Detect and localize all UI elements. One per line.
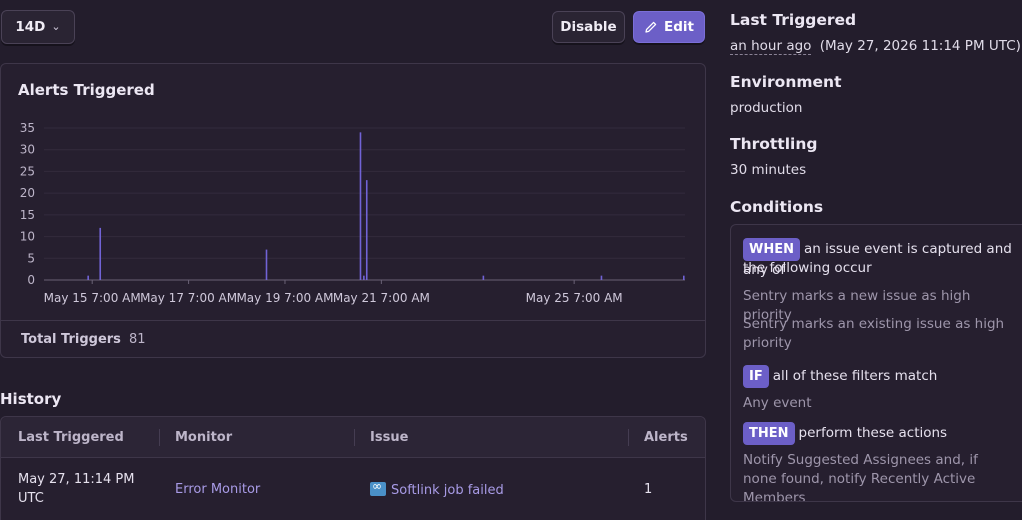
chart-bar[interactable]: [99, 227, 102, 280]
environment-title: Environment: [730, 73, 842, 91]
monitor-link[interactable]: Error Monitor: [175, 482, 261, 497]
row-last-triggered-tz: UTC: [18, 491, 44, 506]
chart-title: Alerts Triggered: [18, 81, 155, 99]
column-header-issue[interactable]: Issue: [370, 430, 409, 445]
when-item: Sentry marks a new issue as high priorit…: [743, 288, 971, 323]
then-condition: THEN perform these actions: [743, 422, 1022, 445]
when-item: Sentry marks an existing issue as high p…: [743, 316, 1005, 351]
throttling-title: Throttling: [730, 135, 818, 153]
if-text: all of these filters match: [772, 368, 938, 384]
if-condition: IF all of these filters match: [743, 365, 1022, 388]
column-divider: [628, 429, 629, 446]
x-tick-label: May 19 7:00 AM: [236, 291, 333, 305]
edit-button-label: Edit: [664, 19, 694, 35]
throttling-value: 30 minutes: [730, 162, 807, 178]
column-header-alerts[interactable]: Alerts: [644, 430, 688, 445]
row-last-triggered: May 27, 11:14 PM: [18, 472, 135, 487]
edit-button[interactable]: Edit: [633, 11, 705, 43]
when-badge: WHEN: [743, 238, 800, 261]
if-item: Any event: [743, 395, 812, 411]
date-range-dropdown[interactable]: 14D ⌄: [1, 10, 75, 44]
disable-button-label: Disable: [560, 19, 617, 35]
disable-button[interactable]: Disable: [552, 11, 625, 43]
y-tick-label: 35: [20, 121, 35, 135]
issue-link[interactable]: Softlink job failed: [370, 479, 504, 498]
chart-bar[interactable]: [87, 275, 89, 280]
when-condition: WHEN an issue event is captured and any o…: [743, 238, 1022, 280]
chart-bar[interactable]: [359, 132, 362, 280]
alerts-chart-panel: Alerts Triggered 0 5 10 15 20 25 30 35 May 15 7:…: [0, 63, 706, 358]
y-tick-label: 30: [20, 143, 35, 157]
chart-bar[interactable]: [363, 275, 365, 280]
y-tick-label: 20: [20, 186, 35, 200]
x-tick-label: May 25 7:00 AM: [526, 291, 623, 305]
y-tick-label: 0: [27, 273, 35, 287]
x-tick-label: May 21 7:00 AM: [333, 291, 430, 305]
column-header-monitor[interactable]: Monitor: [175, 430, 233, 445]
x-tick-label: May 17 7:00 AM: [140, 291, 237, 305]
issue-title: Softlink job failed: [391, 483, 504, 498]
row-alerts-count: 1: [644, 482, 653, 497]
then-item: Notify Suggested Assignees and, if none …: [743, 452, 978, 502]
then-badge: THEN: [743, 422, 795, 445]
table-header: Last Triggered Monitor Issue Alerts: [1, 417, 705, 458]
date-range-label: 14D: [15, 19, 46, 35]
chart-bar[interactable]: [683, 275, 685, 280]
issue-type-icon: [370, 479, 386, 496]
y-tick-label: 15: [20, 208, 35, 222]
y-tick-label: 10: [20, 230, 35, 244]
column-header-last-triggered[interactable]: Last Triggered: [18, 430, 124, 445]
y-tick-label: 5: [27, 251, 35, 265]
total-triggers: Total Triggers 81: [1, 320, 705, 357]
then-text: perform these actions: [798, 425, 948, 441]
chevron-down-icon: ⌄: [51, 19, 61, 33]
if-badge: IF: [743, 365, 769, 388]
last-triggered-relative[interactable]: an hour ago: [730, 38, 812, 55]
y-tick-label: 25: [20, 164, 35, 178]
x-tick-label: May 15 7:00 AM: [44, 291, 141, 305]
chart-bar[interactable]: [365, 180, 368, 280]
total-triggers-label: Total Triggers: [21, 332, 121, 347]
chart-bar[interactable]: [482, 275, 485, 280]
last-triggered-absolute: (May 27, 2026 11:14 PM UTC): [819, 38, 1021, 54]
pencil-icon: [645, 21, 657, 33]
conditions-title: Conditions: [730, 198, 824, 216]
environment-value: production: [730, 100, 803, 116]
history-title: History: [0, 390, 62, 408]
when-text: an issue event is captured and any of: [743, 241, 1012, 278]
history-table: Last Triggered Monitor Issue Alerts May …: [0, 416, 706, 520]
last-triggered-title: Last Triggered: [730, 11, 857, 29]
chart-bar[interactable]: [600, 275, 603, 280]
total-triggers-value: 81: [128, 332, 146, 347]
column-divider: [354, 429, 355, 446]
alerts-chart: 0 5 10 15 20 25 30 35 May 15 7:00 AM May 17 7:00 …: [20, 121, 685, 305]
conditions-box: WHEN an issue event is captured and any o…: [730, 224, 1022, 502]
chart-bar[interactable]: [265, 249, 268, 280]
column-divider: [159, 429, 160, 446]
when-text-continued: the following occur: [743, 260, 872, 276]
last-triggered-value: an hour ago (May 27, 2026 11:14 PM UTC): [730, 38, 1021, 55]
